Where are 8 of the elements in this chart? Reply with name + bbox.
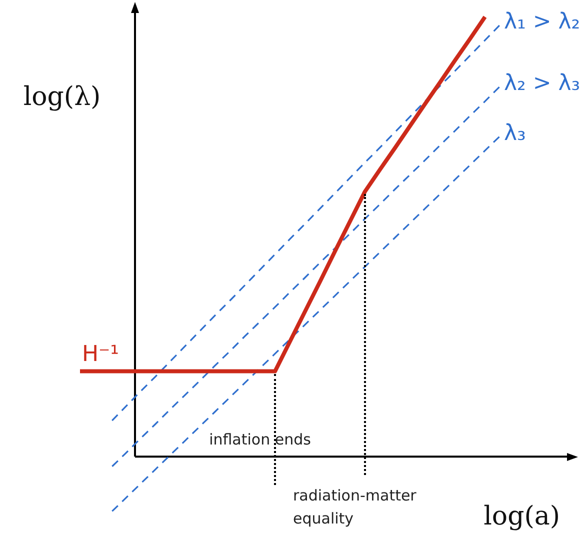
y-axis-title: log(λ) <box>23 82 101 112</box>
series-label: λ₁ > λ₂ <box>504 10 580 35</box>
x-axis-title: log(a) <box>484 502 560 532</box>
annotation: radiation-matter equality <box>293 486 418 528</box>
annotation: inflation ends <box>209 430 312 449</box>
series-label: λ₃ <box>504 120 526 146</box>
series-label: λ₂ > λ₃ <box>504 71 580 96</box>
series-label: H⁻¹ <box>82 342 119 368</box>
